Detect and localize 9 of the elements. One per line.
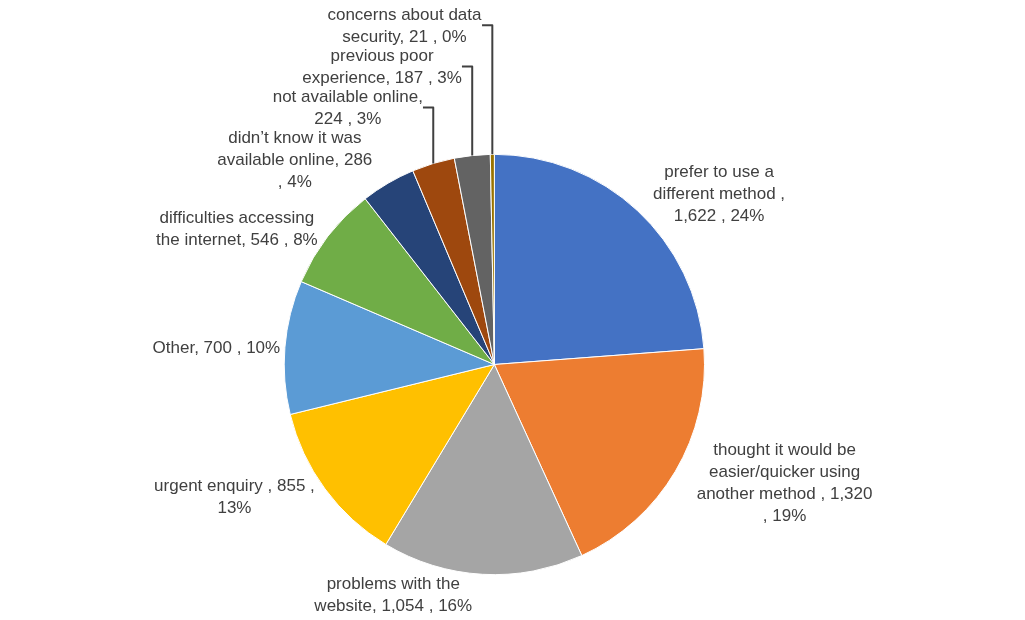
slice-label: thought it would be easier/quicker using another method , 1,320 , 19% bbox=[696, 439, 873, 525]
slice-label: didn’t know it was available online, 286 , 4% bbox=[217, 128, 373, 192]
slice-label: prefer to use a different method , 1,622 , 24% bbox=[653, 161, 786, 226]
slice-label: problems with the website, 1,054 , 16% bbox=[313, 574, 473, 616]
slice-label: difficulties accessing the internet, 546 , 8% bbox=[156, 207, 318, 250]
slice-label: previous poor experience, 187 , 3% bbox=[302, 45, 462, 87]
slice-label: urgent enquiry , 855 , 13% bbox=[154, 475, 315, 517]
slice-label: not available online, 224 , 3% bbox=[272, 86, 423, 129]
slice-label: Other, 700 , 10% bbox=[152, 337, 281, 357]
